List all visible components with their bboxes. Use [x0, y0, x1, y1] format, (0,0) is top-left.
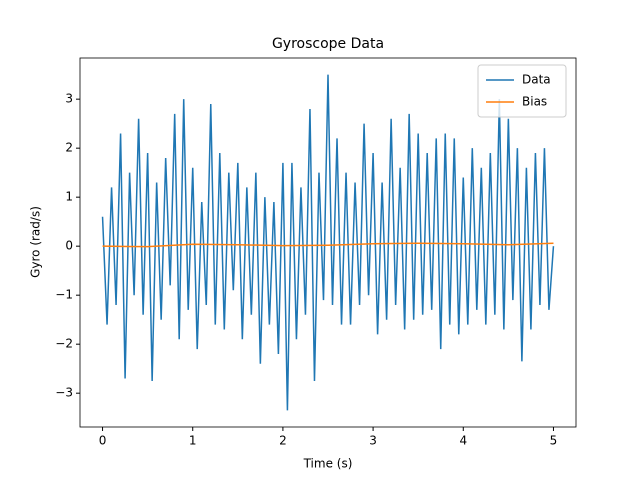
y-tick-label: 2 — [65, 141, 73, 155]
legend-label: Bias — [522, 95, 547, 109]
data-line — [102, 242, 554, 248]
legend-box — [477, 64, 567, 118]
y-tick-label: 0 — [65, 239, 73, 253]
x-tick-label: 1 — [189, 434, 197, 448]
x-axis-label: Time (s) — [303, 457, 353, 471]
y-axis-label: Gyro (rad/s) — [29, 206, 43, 278]
x-tick-label: 3 — [369, 434, 377, 448]
plot-frame — [79, 57, 577, 428]
x-tick-label: 5 — [550, 434, 558, 448]
y-tick-label: −1 — [55, 288, 73, 302]
y-tick-label: 1 — [65, 190, 73, 204]
data-line — [101, 74, 555, 411]
x-tick-label: 4 — [459, 434, 467, 448]
chart-title: Gyroscope Data — [272, 36, 384, 52]
y-tick-label: 3 — [65, 92, 73, 106]
x-tick-label: 2 — [279, 434, 287, 448]
legend-label: Data — [522, 73, 551, 87]
y-tick-label: −2 — [55, 337, 73, 351]
y-tick-label: −3 — [55, 386, 73, 400]
x-tick-label: 0 — [99, 434, 107, 448]
